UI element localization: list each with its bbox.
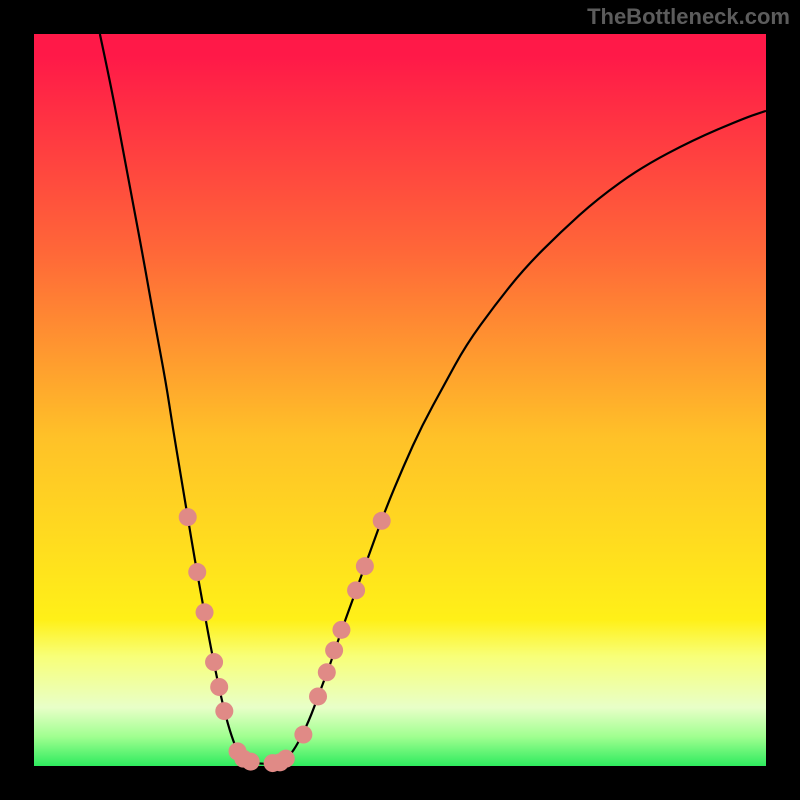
data-point-marker (294, 726, 312, 744)
data-point-marker (356, 557, 374, 575)
data-point-marker (205, 653, 223, 671)
data-point-marker (325, 641, 343, 659)
data-point-marker (277, 750, 295, 768)
data-point-marker (242, 753, 260, 771)
data-point-marker (179, 508, 197, 526)
data-point-marker (210, 678, 228, 696)
bottleneck-curve (100, 34, 766, 764)
data-point-marker (215, 702, 233, 720)
data-point-marker (188, 563, 206, 581)
data-point-marker (347, 581, 365, 599)
data-point-marker (332, 621, 350, 639)
data-point-marker (309, 687, 327, 705)
data-point-marker (318, 663, 336, 681)
data-point-marker (196, 603, 214, 621)
curve-layer (0, 0, 800, 800)
data-point-marker (373, 512, 391, 530)
chart-container: TheBottleneck.com (0, 0, 800, 800)
watermark-text: TheBottleneck.com (587, 4, 790, 30)
